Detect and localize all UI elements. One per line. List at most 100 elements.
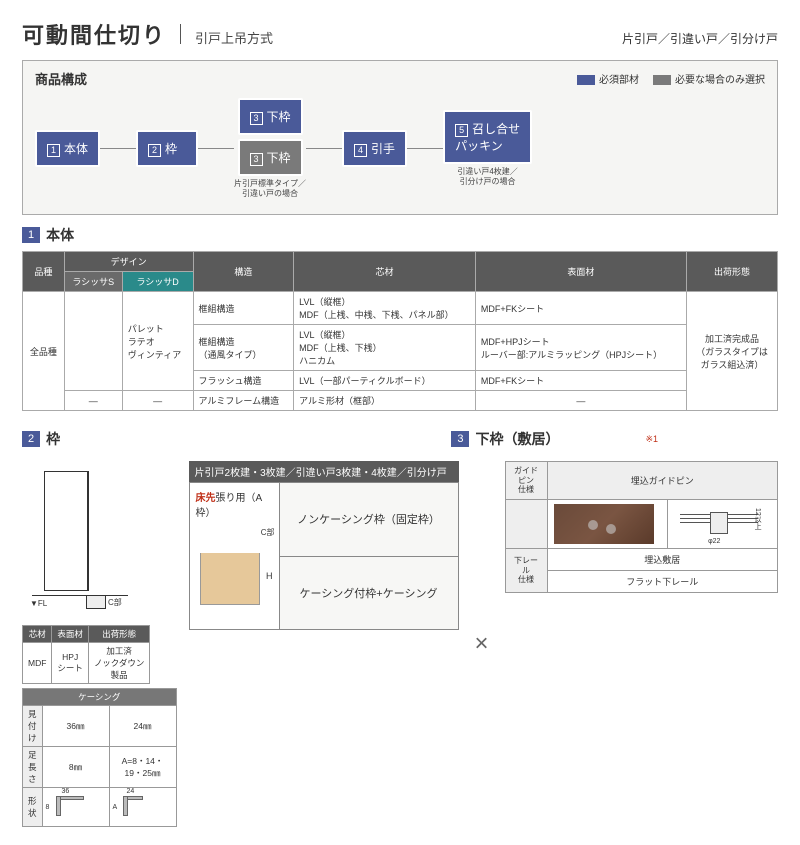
frame-left-red: 床先 (196, 493, 216, 504)
multiply-icon: × (471, 630, 493, 658)
flow-node-4: 4引手 (342, 130, 407, 167)
table-body-spec: 品種 デザイン 構造 芯材 表面材 出荷形態 ラシッサS ラシッサD 全品種 パ… (22, 251, 778, 411)
cell-k3: アルミフレーム構造 (193, 391, 294, 411)
cell-s2: LVL（一部パーティクルボード） (294, 371, 476, 391)
cell-s1: LVL（縦框） MDF（上桟、下桟） ハニカム (294, 325, 476, 371)
dim12-label: 12以上 (752, 508, 762, 530)
legend-label-optional: 必要な場合のみ選択 (675, 75, 765, 86)
th-shukka: 出荷形態 (687, 252, 778, 292)
th-hyoumen: 表面材 (475, 252, 686, 292)
cell-h3: — (475, 391, 686, 411)
phi-label: φ22 (708, 538, 720, 545)
flow-node-3a: 3下枠 (238, 98, 303, 135)
flow-node-5-sub: 引違い戸4枚建／ 引分け戸の場合 (457, 167, 517, 186)
section-1-name: 本体 (46, 225, 74, 245)
flow-node-2: 2枠 (136, 130, 198, 167)
spec2-r1b: 24㎜ (109, 706, 176, 747)
cell-k2: フラッシュ構造 (193, 371, 294, 391)
page-subtitle: 引戸上吊方式 (195, 28, 273, 47)
specs-tables: 芯材 表面材 出荷形態 MDF HPJ シート 加工済 ノックダウン 製品 ケー… (22, 625, 177, 827)
cell-s3: アルミ形材（框部） (294, 391, 476, 411)
spec2-r2h: 足長さ (23, 747, 43, 788)
cell-design-d-last: — (122, 391, 193, 411)
spec1-h-shukka: 出荷形態 (88, 626, 150, 643)
legend-swatch-optional (653, 75, 671, 85)
section-3-name: 下枠（敷居） (475, 429, 559, 449)
flow-node-3b-sub: 片引戸標準タイプ／ 引違い戸の場合 (234, 179, 306, 198)
sill-left-1: ガイドピン仕様 (505, 462, 547, 500)
guide-pin-diagram: φ22 12以上 (674, 504, 764, 544)
spec1-h-hyoumen: 表面材 (52, 626, 89, 643)
frame-h-label: H (266, 571, 273, 581)
door-drawing: ▼FL C部 (30, 467, 130, 617)
spec2-shape-b: 24 A (109, 788, 176, 827)
sill-dia-cell: φ22 12以上 (668, 499, 778, 548)
spec2-r1a: 36㎜ (42, 706, 109, 747)
header-right-text: 片引戸／引違い戸／引分け戸 (622, 30, 778, 47)
spec1-h-shin: 芯材 (23, 626, 52, 643)
spec1-shin: MDF (23, 643, 52, 684)
spec2-r2b: A=8・14・19・25㎜ (109, 747, 176, 788)
th-shinzai: 芯材 (294, 252, 476, 292)
spec1-hyoumen: HPJ シート (52, 643, 89, 684)
page-title: 可動間仕切り (22, 18, 166, 50)
door-fl-label: ▼FL (30, 599, 47, 608)
composition-title: 商品構成 (35, 69, 87, 88)
spec2-r3h: 形状 (23, 788, 43, 827)
guide-pin-photo (554, 504, 654, 544)
cell-h2: MDF+FKシート (475, 371, 686, 391)
th-lasissa-d: ラシッサD (122, 272, 193, 292)
frame-option-1: ノンケーシング枠（固定枠） (280, 483, 458, 557)
frame-option-2: ケーシング付枠+ケーシング (280, 557, 458, 630)
door-c-label: C部 (108, 597, 122, 608)
frame-c-label: C部 (261, 527, 275, 538)
section-3-note: ※1 (645, 434, 658, 445)
frame-option-box: 床先張り用（A枠） C部 H ノンケーシング枠（固定枠） ケーシング付枠+ケーシ… (189, 482, 459, 630)
cell-design-s-last: — (64, 391, 122, 411)
flow-node-3b: 3下枠 (238, 139, 303, 176)
section-1-num: 1 (22, 227, 40, 243)
th-kouzou: 構造 (193, 252, 294, 292)
section-3-num: 3 (451, 431, 469, 447)
sill-table: ガイドピン仕様 埋込ガイドピン φ22 12以上 (505, 461, 778, 593)
section-1-head: 1 本体 (22, 225, 778, 245)
sill-header-1: 埋込ガイドピン (547, 462, 777, 500)
spec2-header: ケーシング (23, 689, 177, 706)
header: 可動間仕切り 引戸上吊方式 片引戸／引違い戸／引分け戸 (22, 18, 778, 50)
sill-left-2: 下レール仕様 (505, 548, 547, 592)
spec2-r1h: 見付け (23, 706, 43, 747)
sill-row2a: 埋込敷居 (547, 548, 777, 570)
legend: 必須部材 必要な場合のみ選択 (577, 71, 765, 86)
cell-design-d: パレット ラテオ ヴィンティア (122, 292, 193, 391)
legend-swatch-required (577, 75, 595, 85)
cell-h1: MDF+HPJシート ルーバー部:アルミラッピング（HPJシート） (475, 325, 686, 371)
cell-shukka-all: 加工済完成品 （ガラスタイプは ガラス組込済） (687, 292, 778, 411)
cell-h0: MDF+FKシート (475, 292, 686, 325)
section-2-num: 2 (22, 431, 40, 447)
flow-node-5: 5召し合せ パッキン (443, 110, 532, 164)
cell-k1: 框組構造 （通風タイプ） (193, 325, 294, 371)
cell-design-s (64, 292, 122, 391)
th-hinshu: 品種 (23, 252, 65, 292)
legend-label-required: 必須部材 (599, 75, 639, 86)
spec2-shape-a: 36 8 (42, 788, 109, 827)
sill-img-cell (547, 499, 668, 548)
th-design: デザイン (64, 252, 193, 272)
section-3-head: 3 下枠（敷居） ※1 (451, 429, 658, 449)
cell-k0: 框組構造 (193, 292, 294, 325)
section-2-head: 2 枠 (22, 429, 60, 449)
spec2-r2a: 8㎜ (42, 747, 109, 788)
sill-left-1b (505, 499, 547, 548)
cell-s0: LVL（縦框） MDF（上桟、中桟、下桟、パネル部） (294, 292, 476, 325)
flow-diagram: 1本体 2枠 3下枠 3下枠 片引戸標準タイプ／ 引違い戸の場合 4引手 5召し… (35, 98, 765, 198)
composition-box: 商品構成 必須部材 必要な場合のみ選択 1本体 2枠 3下枠 3下枠 片引戸標準… (22, 60, 778, 215)
th-lasissa-s: ラシッサS (64, 272, 122, 292)
cell-hinshu-all: 全品種 (23, 292, 65, 411)
title-separator (180, 24, 181, 44)
flow-node-1: 1本体 (35, 130, 100, 167)
frame-left-diagram: C部 H (190, 519, 279, 629)
sill-row2b: フラット下レール (547, 570, 777, 592)
frame-strip: 片引戸2枚建・3枚建／引違い戸3枚建・4枚建／引分け戸 (189, 461, 459, 482)
section-2-name: 枠 (46, 429, 60, 449)
spec1-shukka: 加工済 ノックダウン 製品 (88, 643, 150, 684)
